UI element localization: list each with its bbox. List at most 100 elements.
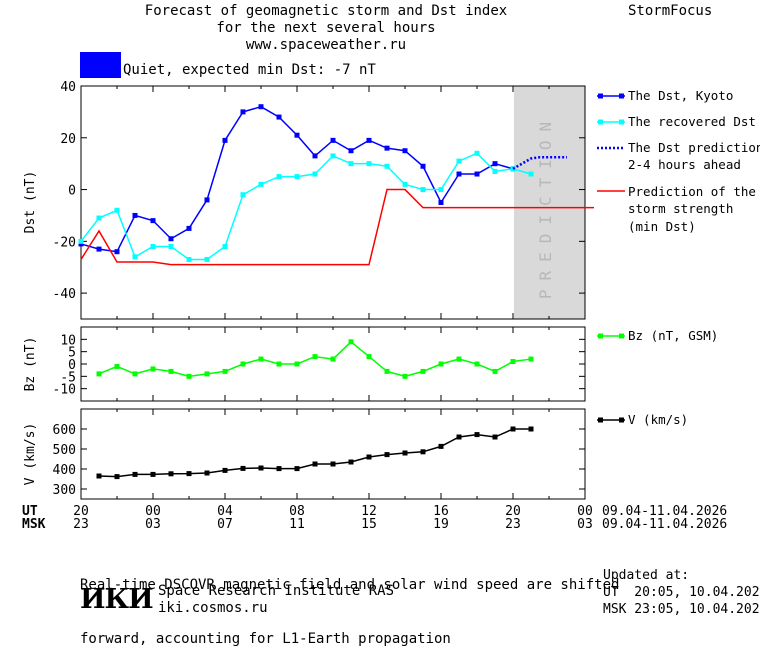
data-point <box>330 153 336 159</box>
date-range-msk: 09.04-11.04.2026 <box>602 517 727 532</box>
data-point <box>114 249 120 255</box>
v-ylabel: V (km/s) <box>23 423 38 486</box>
status-swatch <box>80 52 121 78</box>
msk-tick-label: 19 <box>433 517 449 532</box>
data-point <box>348 161 354 167</box>
data-point <box>384 145 390 151</box>
y-tick-label: -5 <box>60 370 76 385</box>
data-point <box>168 236 174 242</box>
data-point <box>366 161 372 167</box>
status-text: Quiet, expected min Dst: -7 nT <box>123 62 376 78</box>
data-point <box>402 181 408 187</box>
data-point <box>78 238 84 244</box>
data-point <box>312 354 318 360</box>
title-line-1: Forecast of geomagnetic storm and Dst in… <box>144 3 508 19</box>
series-line-0-2 <box>512 155 567 170</box>
data-point <box>474 432 480 438</box>
data-point <box>96 215 102 221</box>
msk-tick-label: 23 <box>505 517 521 532</box>
data-point <box>474 171 480 177</box>
data-point <box>528 426 534 432</box>
data-point <box>474 150 480 156</box>
msk-tick-label: 23 <box>73 517 89 532</box>
data-point <box>276 114 282 120</box>
data-point <box>258 104 264 110</box>
legend-dst-recovered: The recovered Dst <box>628 114 756 129</box>
data-point <box>438 361 444 367</box>
data-point <box>492 168 498 174</box>
data-point <box>330 356 336 362</box>
ut-tick-label: 20 <box>73 504 89 519</box>
data-point <box>222 137 228 143</box>
data-point <box>168 244 174 250</box>
data-point <box>366 137 372 143</box>
data-point <box>132 371 138 377</box>
legend-marker-v <box>598 417 603 423</box>
data-point <box>384 163 390 169</box>
data-point <box>186 373 192 379</box>
data-point <box>276 174 282 180</box>
data-point <box>456 434 462 440</box>
series-line-2-0 <box>98 428 531 478</box>
series-line-0-1 <box>80 152 532 261</box>
data-point <box>168 368 174 374</box>
data-point <box>528 356 534 362</box>
data-point <box>240 465 246 471</box>
data-point <box>348 148 354 154</box>
y-tick-label: -10 <box>53 383 76 398</box>
data-point <box>474 361 480 367</box>
data-point <box>366 454 372 460</box>
msk-tick-label: 07 <box>217 517 233 532</box>
data-point <box>222 368 228 374</box>
data-point <box>438 200 444 205</box>
data-point <box>186 225 192 231</box>
data-point <box>312 171 318 177</box>
legend-dst-kyoto: The Dst, Kyoto <box>628 88 733 103</box>
msk-tick-label: 03 <box>145 517 161 532</box>
ut-tick-label: 00 <box>145 504 161 519</box>
data-point <box>240 361 246 367</box>
data-point <box>420 449 426 455</box>
series-line-0-3 <box>80 188 594 266</box>
dst-ylabel: Dst (nT) <box>23 171 38 234</box>
ut-tick-label: 08 <box>289 504 305 519</box>
time-tick-labels: 20 00 04 08 12 16 20 00 23 03 07 11 15 19 23 03 <box>73 504 593 532</box>
data-point <box>186 471 192 477</box>
chart-title: Forecast of geomagnetic storm and Dst in… <box>120 3 532 54</box>
ut-tick-label: 16 <box>433 504 449 519</box>
data-point <box>330 137 336 143</box>
data-point <box>240 109 246 115</box>
data-point <box>222 244 228 250</box>
y-tick-label: 5 <box>68 346 76 361</box>
institute-name[interactable]: Space Research Institute RAS <box>158 583 395 599</box>
footer-note-line-2: forward, accounting for L1-Earth propaga… <box>80 631 451 647</box>
data-point <box>168 471 174 477</box>
legend-marker-dst-kyoto <box>598 93 603 99</box>
data-point <box>186 256 192 262</box>
data-point <box>114 474 120 480</box>
ut-tick-label: 20 <box>505 504 521 519</box>
data-point <box>420 368 426 374</box>
updated-msk: MSK 23:05, 10.04.2026 <box>603 602 760 617</box>
data-point <box>78 241 84 247</box>
data-point <box>114 207 120 213</box>
data-point <box>528 171 534 177</box>
institute-url[interactable]: iki.cosmos.ru <box>158 600 268 616</box>
brand-label: StormFocus <box>628 3 713 19</box>
data-point <box>132 212 138 218</box>
v-panel-frame <box>80 408 586 500</box>
data-point <box>456 158 462 164</box>
y-tick-label: 0 <box>68 358 76 373</box>
iki-logo: ИКИ <box>80 584 154 615</box>
series-layer <box>78 104 594 480</box>
data-point <box>276 361 282 367</box>
data-point <box>222 467 228 473</box>
y-tick-label: 10 <box>60 333 76 348</box>
ut-label: UT <box>22 504 38 519</box>
msk-tick-label: 03 <box>577 517 593 532</box>
data-point <box>330 461 336 467</box>
data-point <box>294 174 300 180</box>
date-range-ut: 09.04-11.04.2026 <box>602 504 727 519</box>
data-point <box>96 473 102 479</box>
data-point <box>150 244 156 250</box>
